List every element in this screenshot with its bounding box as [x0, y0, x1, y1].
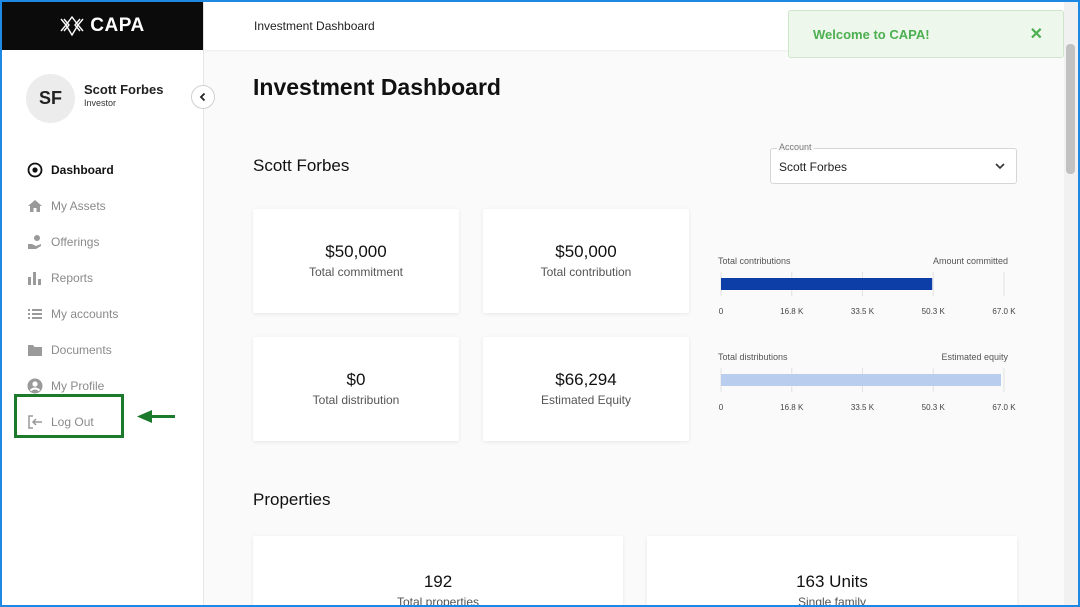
hand-coin-icon [26, 233, 44, 251]
chart-bar [721, 374, 1002, 386]
bar-chart-icon [26, 269, 44, 287]
chart-tick-label: 16.8 K [780, 403, 804, 412]
chart-right-label: Amount committed [933, 256, 1008, 266]
card-total-contribution: $50,000 Total contribution [483, 209, 689, 313]
card-total-commitment: $50,000 Total commitment [253, 209, 459, 313]
capa-logo-icon [60, 16, 84, 36]
chevron-down-icon [995, 163, 1005, 170]
sidebar: CAPA SF Scott Forbes Investor Dashboard … [2, 2, 204, 605]
sidebar-item-my-profile[interactable]: My Profile [26, 368, 118, 404]
card-label: Total commitment [308, 265, 404, 279]
close-icon[interactable]: ✕ [1029, 26, 1043, 43]
brand-name: CAPA [90, 15, 145, 36]
folder-icon [26, 341, 44, 359]
chart-left-label: Total distributions [718, 352, 788, 362]
sidebar-nav: Dashboard My Assets Offerings Reports [26, 152, 118, 440]
investor-name: Scott Forbes [253, 156, 350, 175]
card-value: $50,000 [325, 242, 387, 261]
sidebar-item-offerings[interactable]: Offerings [26, 224, 118, 260]
logout-icon [26, 413, 44, 431]
card-value: 163 Units [796, 572, 868, 591]
list-icon [26, 305, 44, 323]
profile-icon [26, 377, 44, 395]
sidebar-item-label: Documents [51, 343, 112, 357]
sidebar-item-my-accounts[interactable]: My accounts [26, 296, 118, 332]
account-select-value: Scott Forbes [779, 160, 848, 174]
contributions-bar-chart: Total contributions Amount committed 0 16.8… [718, 252, 1018, 332]
sidebar-item-my-assets[interactable]: My Assets [26, 188, 118, 224]
chart-left-label: Total contributions [718, 256, 791, 266]
chart-tick-label: 67.0 K [992, 307, 1016, 316]
account-select-label: Account [777, 142, 814, 152]
sidebar-item-label: My Profile [51, 379, 105, 393]
chart-tick-label: 33.5 K [851, 403, 875, 412]
card-single-family: 163 Units Single family [647, 536, 1017, 605]
chart-tick-label: 33.5 K [851, 307, 875, 316]
arrow-left-icon [137, 410, 175, 423]
user-name: Scott Forbes [84, 81, 164, 97]
chart-tick-label: 0 [719, 307, 724, 316]
card-label: Total contribution [540, 265, 632, 279]
card-value: 192 [423, 572, 453, 591]
chart-tick-label: 50.3 K [922, 403, 946, 412]
welcome-toast: Welcome to CAPA! ✕ [788, 10, 1064, 58]
sidebar-item-label: Dashboard [51, 163, 114, 177]
card-label: Total distribution [312, 393, 400, 407]
card-total-distribution: $0 Total distribution [253, 337, 459, 441]
distributions-bar-chart: Total distributions Estimated equity 0 16.8… [718, 348, 1018, 428]
chart-tick-label: 16.8 K [780, 307, 804, 316]
sidebar-item-label: My Assets [51, 199, 106, 213]
logout-highlight-box [14, 394, 124, 438]
sidebar-item-label: Reports [51, 271, 94, 285]
toast-message: Welcome to CAPA! [813, 26, 930, 42]
chart-right-label: Estimated equity [941, 352, 1008, 362]
card-label: Estimated Equity [540, 393, 632, 407]
sidebar-item-label: My accounts [51, 307, 119, 321]
sidebar-item-reports[interactable]: Reports [26, 260, 118, 296]
card-value: $66,294 [555, 370, 617, 389]
chart-tick-label: 50.3 K [922, 307, 946, 316]
breadcrumb: Investment Dashboard [254, 19, 375, 33]
card-value: $50,000 [555, 242, 617, 261]
scrollbar-thumb[interactable] [1066, 44, 1075, 174]
properties-title: Properties [253, 490, 331, 509]
card-total-properties: 192 Total properties [253, 536, 623, 605]
card-label: Single family [797, 595, 867, 605]
chart-tick-label: 0 [719, 403, 724, 412]
chevron-left-icon [199, 92, 206, 102]
user-profile: SF Scott Forbes Investor [26, 74, 163, 123]
account-select[interactable]: Account Scott Forbes [770, 142, 1017, 184]
chart-bar [721, 278, 933, 290]
avatar[interactable]: SF [26, 74, 75, 123]
user-role: Investor [84, 97, 117, 108]
card-label: Total properties [396, 595, 480, 605]
sidebar-item-documents[interactable]: Documents [26, 332, 118, 368]
target-icon [26, 161, 44, 179]
page-title: Investment Dashboard [253, 74, 501, 100]
card-estimated-equity: $66,294 Estimated Equity [483, 337, 689, 441]
home-icon [26, 197, 44, 215]
sidebar-collapse-button[interactable] [191, 85, 215, 109]
sidebar-item-dashboard[interactable]: Dashboard [26, 152, 118, 188]
sidebar-item-log-out[interactable]: Log Out [26, 404, 118, 440]
vertical-scrollbar[interactable] [1064, 2, 1078, 605]
logo-bar[interactable]: CAPA [2, 2, 203, 50]
sidebar-item-label: Log Out [51, 415, 94, 429]
card-value: $0 [346, 370, 366, 389]
chart-tick-label: 67.0 K [992, 403, 1016, 412]
sidebar-item-label: Offerings [51, 235, 100, 249]
